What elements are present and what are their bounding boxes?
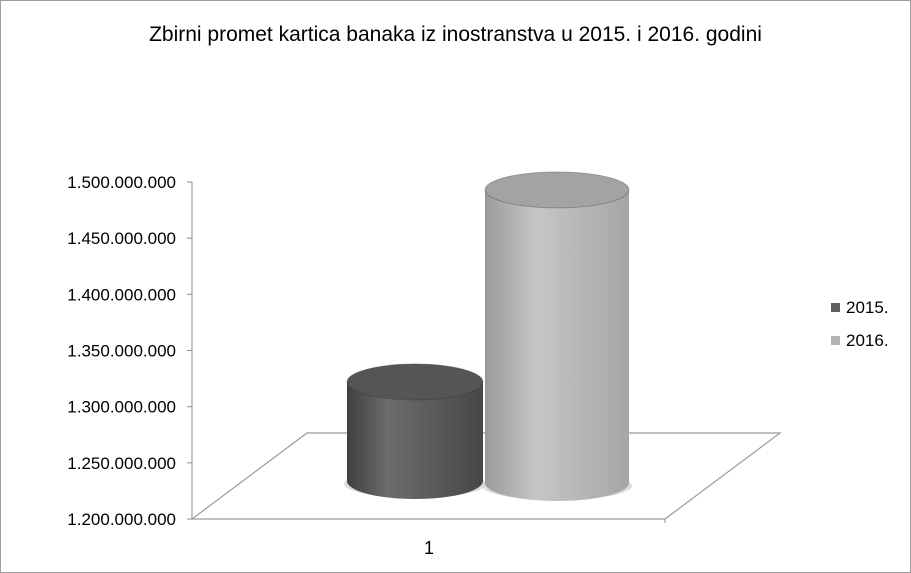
legend-swatch-2015 [831,303,840,312]
bar-2016 [482,171,632,501]
bar-top [346,363,484,401]
y-tick-label: 1.500.000.000 [67,173,176,192]
bar-body [485,189,629,501]
chart-title: Zbirni promet kartica banaka iz inostran… [149,23,762,46]
chart-legend: 2015. 2016. [831,291,889,357]
legend-label-2016: 2016. [846,330,889,350]
x-tick-label: 1 [424,538,434,558]
legend-label-2015: 2015. [846,297,889,317]
bar-top [484,171,630,209]
y-tick-label: 1.250.000.000 [67,454,176,473]
y-tick-label: 1.300.000.000 [67,398,176,417]
legend-swatch-2016 [831,336,840,345]
legend-item-2015: 2015. [831,291,889,324]
y-tick-label: 1.400.000.000 [67,285,176,304]
y-tick-label: 1.450.000.000 [67,229,176,248]
y-tick-label: 1.200.000.000 [67,510,176,529]
bar-2015 [344,363,486,499]
bar-body [347,381,483,499]
legend-item-2016: 2016. [831,324,889,357]
y-tick-label: 1.350.000.000 [67,342,176,361]
